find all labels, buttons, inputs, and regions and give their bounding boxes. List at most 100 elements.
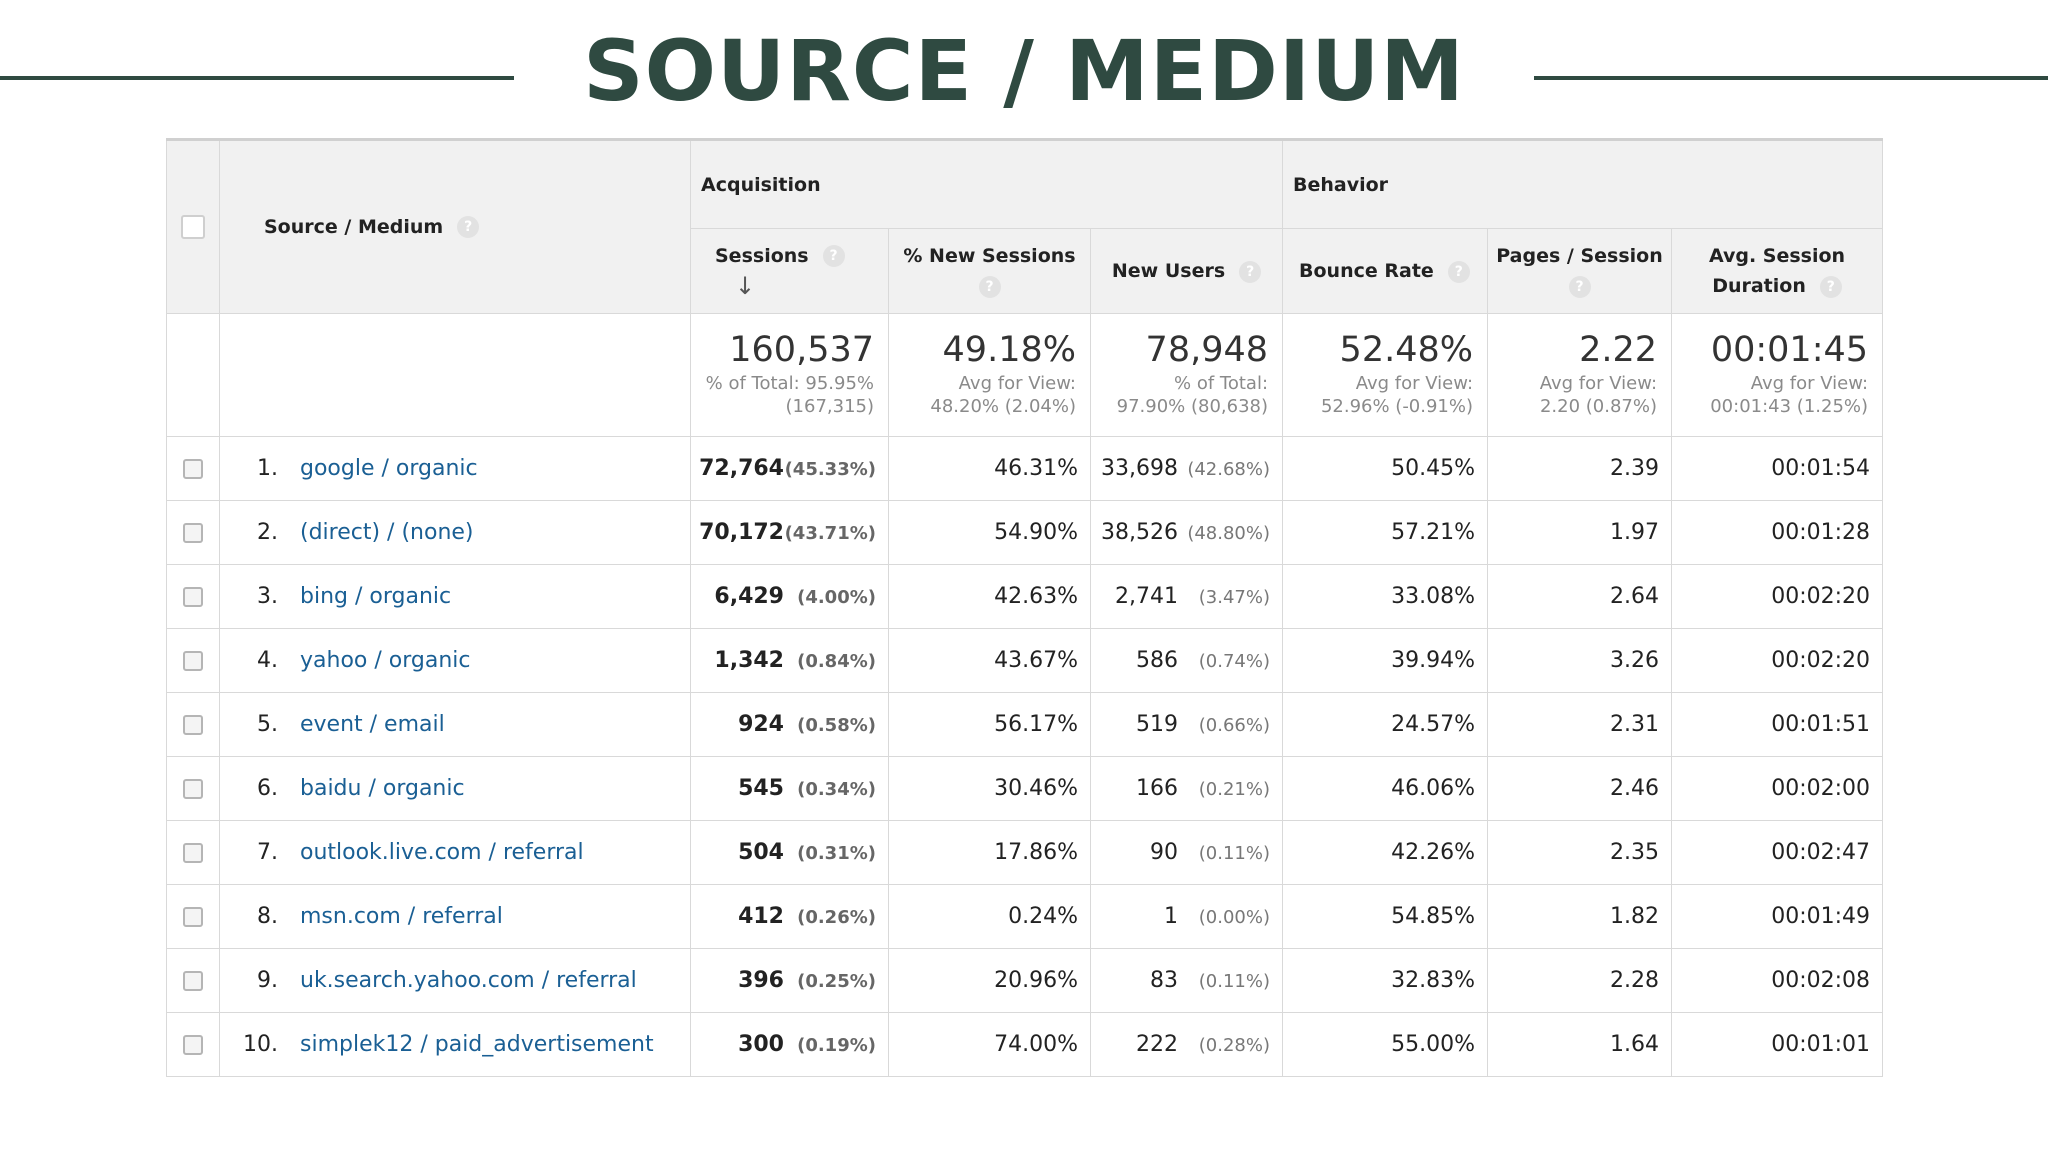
totals-avg-duration-value: 00:01:45 [1710,330,1869,370]
row-rank: 9. [257,968,278,993]
totals-bounce-rate-sub: Avg for View: [1355,373,1474,394]
totals-new-users-sub: 97.90% (80,638) [1116,396,1269,417]
source-medium-link[interactable]: (direct) / (none) [300,520,474,545]
totals-sessions-sub: % of Total: 95.95% [705,373,874,394]
row-rank: 2. [257,520,278,545]
row-checkbox[interactable] [183,715,203,735]
source-medium-link[interactable]: yahoo / organic [300,648,471,673]
new-users-cell: 586 (0.74%) [1089,628,1284,693]
pages-session-cell: 2.46 [1487,756,1673,821]
sessions-value: 924 [738,712,784,737]
source-medium-link[interactable]: baidu / organic [300,776,465,801]
source-medium-table: Source / Medium? Acquisition Behavior Se… [166,138,1884,1077]
help-icon[interactable]: ? [978,275,1001,298]
avg-duration-cell: 00:01:01 [1671,1012,1884,1077]
bounce-rate-cell: 24.57% [1282,692,1489,757]
totals-sessions-value: 160,537 [729,330,874,370]
sessions-percent: (0.34%) [797,779,876,800]
row-checkbox[interactable] [183,587,203,607]
new-users-percent: (3.47%) [1198,587,1271,608]
row-checkbox[interactable] [183,523,203,543]
new-users-percent: (0.11%) [1198,843,1271,864]
table-row: 1. google / organic 72,764(45.33%) 46.31%… [166,436,1884,501]
pages-session-header-label: Pages / Session [1496,245,1663,267]
new-sessions-cell: 0.24% [888,884,1091,949]
new-users-value: 222 [1136,1032,1179,1057]
behavior-group-header: Behavior [1282,139,1884,229]
row-checkbox[interactable] [183,971,203,991]
avg-session-duration-header-label: Avg. Session Duration [1708,245,1846,297]
source-medium-link[interactable]: bing / organic [300,584,452,609]
sessions-cell: 504 (0.31%) [690,820,889,885]
bounce-rate-cell: 57.21% [1282,500,1489,565]
new-sessions-cell: 43.67% [888,628,1091,693]
totals-new-sessions: 49.18% Avg for View: 48.20% (2.04%) [888,313,1091,437]
new-sessions-cell: 74.00% [888,1012,1091,1077]
pages-session-cell: 2.31 [1487,692,1673,757]
source-medium-link[interactable]: simplek12 / paid_advertisement [300,1032,654,1057]
row-checkbox[interactable] [183,1035,203,1055]
row-checkbox[interactable] [183,843,203,863]
pages-session-header[interactable]: Pages / Session? [1487,228,1673,314]
help-icon[interactable]: ? [1819,275,1842,298]
row-checkbox-cell [166,948,220,1013]
pages-session-cell: 2.35 [1487,820,1673,885]
pages-session-cell: 2.28 [1487,948,1673,1013]
avg-duration-cell: 00:02:20 [1671,628,1884,693]
new-sessions-cell: 30.46% [888,756,1091,821]
sessions-header[interactable]: Sessions ? ↓ [690,228,889,314]
help-icon[interactable]: ? [822,245,845,268]
totals-sessions-sub: (167,315) [785,396,874,417]
source-cell: 4. yahoo / organic [219,628,691,693]
totals-pages-session-sub: Avg for View: [1539,373,1658,394]
help-icon[interactable]: ? [1568,275,1591,298]
totals-sessions: 160,537 % of Total: 95.95% (167,315) [690,313,889,437]
row-checkbox-cell [166,692,220,757]
bounce-rate-cell: 55.00% [1282,1012,1489,1077]
row-rank: 5. [257,712,278,737]
sessions-percent: (0.31%) [797,843,876,864]
new-sessions-cell: 46.31% [888,436,1091,501]
help-icon[interactable]: ? [1239,260,1262,283]
sort-descending-icon[interactable]: ↓ [735,272,756,301]
source-medium-link[interactable]: msn.com / referral [300,904,503,929]
totals-bounce-rate: 52.48% Avg for View: 52.96% (-0.91%) [1282,313,1489,437]
new-sessions-cell: 54.90% [888,500,1091,565]
new-users-cell: 33,698 (42.68%) [1089,436,1284,501]
select-all-checkbox[interactable] [181,215,205,239]
row-checkbox[interactable] [183,459,203,479]
source-medium-header[interactable]: Source / Medium? [219,139,691,314]
source-medium-link[interactable]: event / email [300,712,445,737]
help-icon[interactable]: ? [457,216,480,239]
table-row: 9. uk.search.yahoo.com / referral 396 (0.2… [166,948,1884,1013]
sessions-value: 504 [738,840,784,865]
pages-session-cell: 2.64 [1487,564,1673,629]
new-sessions-header[interactable]: % New Sessions? [888,228,1091,314]
title-rule-left [0,76,514,80]
table-row: 6. baidu / organic 545 (0.34%) 30.46% 166 (… [166,756,1884,821]
bounce-rate-cell: 54.85% [1282,884,1489,949]
row-checkbox[interactable] [183,779,203,799]
bounce-rate-header[interactable]: Bounce Rate? [1282,228,1489,314]
source-cell: 2. (direct) / (none) [219,500,691,565]
new-users-value: 166 [1136,776,1179,801]
totals-new-users: 78,948 % of Total: 97.90% (80,638) [1089,313,1284,437]
totals-new-users-sub: % of Total: [1174,373,1269,394]
source-cell: 3. bing / organic [219,564,691,629]
new-users-value: 519 [1136,712,1179,737]
totals-label-cell [219,313,691,437]
sessions-cell: 6,429 (4.00%) [690,564,889,629]
avg-duration-cell: 00:01:28 [1671,500,1884,565]
row-checkbox-cell [166,628,220,693]
row-checkbox[interactable] [183,651,203,671]
avg-session-duration-header[interactable]: Avg. Session Duration? [1671,228,1884,314]
header-metric-row: Sessions ? ↓ % New Sessions? New Users? Bo… [167,228,1884,314]
source-medium-link[interactable]: uk.search.yahoo.com / referral [300,968,637,993]
source-cell: 9. uk.search.yahoo.com / referral [219,948,691,1013]
row-checkbox[interactable] [183,907,203,927]
help-icon[interactable]: ? [1447,260,1470,283]
new-users-header[interactable]: New Users? [1089,228,1284,314]
source-medium-link[interactable]: google / organic [300,456,478,481]
sessions-value: 6,429 [714,584,784,609]
source-medium-link[interactable]: outlook.live.com / referral [300,840,584,865]
